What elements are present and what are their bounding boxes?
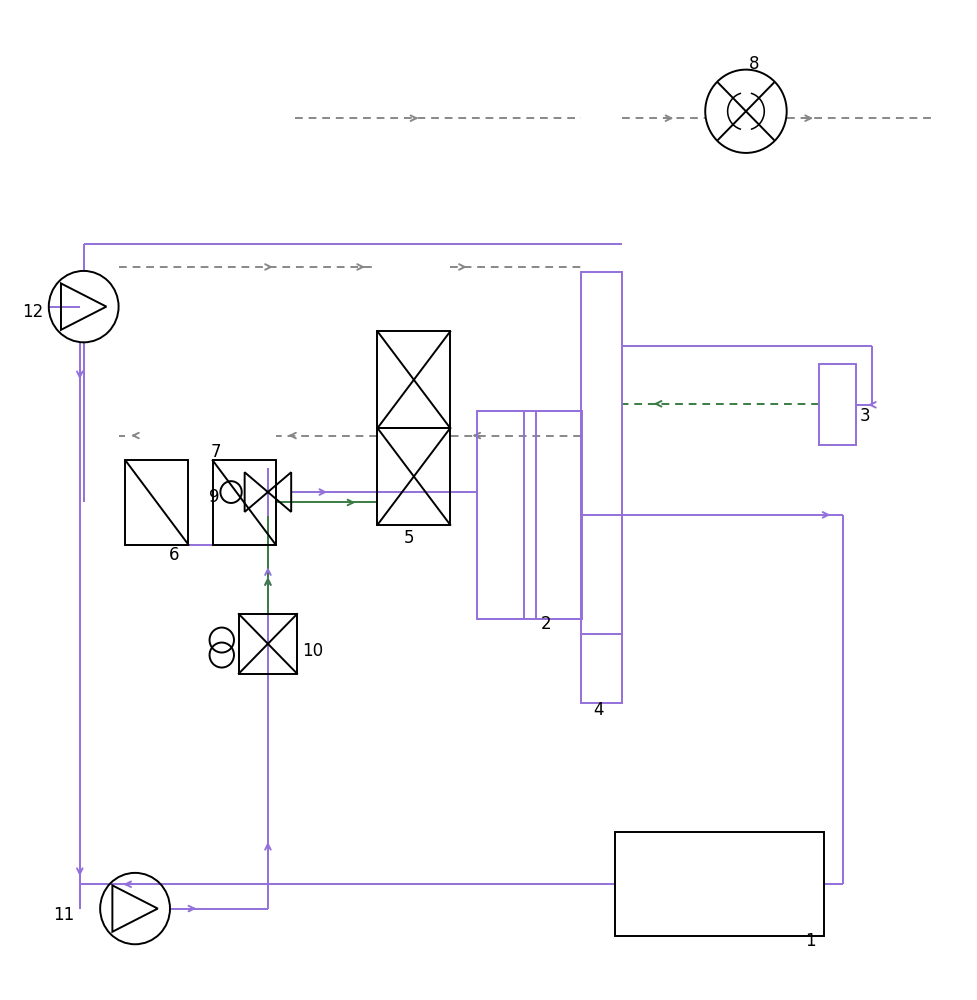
- Bar: [477, 411, 524, 619]
- Text: 5: 5: [404, 529, 414, 547]
- Text: 3: 3: [859, 407, 870, 425]
- Bar: [212, 460, 276, 545]
- Bar: [535, 411, 581, 619]
- Bar: [377, 428, 449, 525]
- Text: 10: 10: [302, 642, 322, 660]
- Bar: [125, 460, 189, 545]
- Bar: [238, 614, 297, 674]
- Text: 6: 6: [168, 546, 179, 564]
- Text: 4: 4: [593, 701, 604, 719]
- Text: 8: 8: [748, 55, 758, 73]
- Text: 12: 12: [21, 303, 43, 321]
- Bar: [580, 272, 621, 703]
- Text: 1: 1: [804, 932, 815, 950]
- Text: 2: 2: [540, 615, 550, 633]
- Text: 11: 11: [53, 906, 74, 924]
- Bar: [615, 832, 823, 936]
- Bar: [818, 364, 855, 445]
- Text: 7: 7: [210, 443, 221, 461]
- Bar: [377, 331, 449, 428]
- Text: 9: 9: [209, 488, 219, 506]
